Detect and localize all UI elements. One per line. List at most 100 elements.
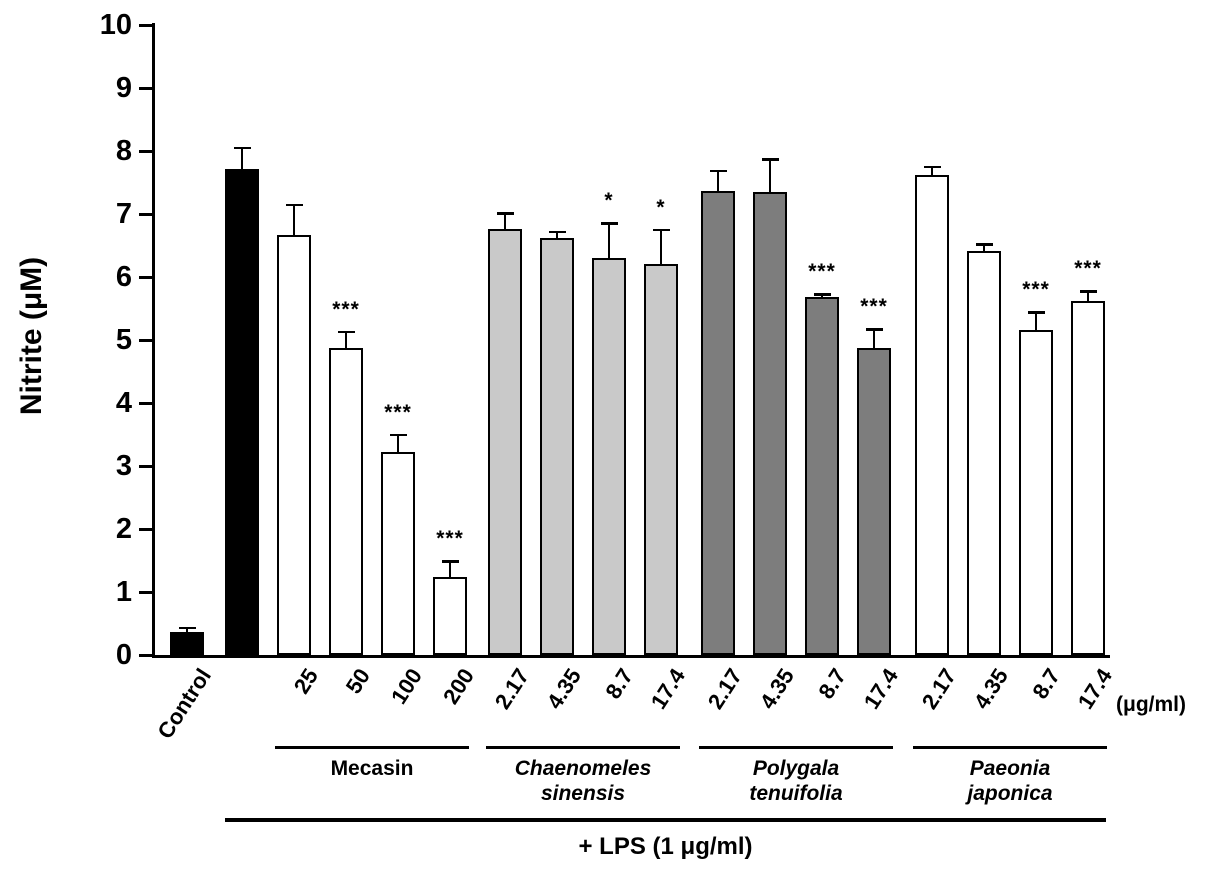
bar-2-17: [488, 229, 522, 655]
significance-stars: ***: [808, 260, 836, 283]
bar-4-35: [967, 251, 1001, 655]
y-axis-title: Nitrite (μM): [15, 256, 48, 416]
error-bar-cap: [441, 560, 459, 563]
error-bar-cap: [337, 330, 355, 334]
error-bar: [448, 561, 452, 580]
lps-bracket-line: [225, 818, 1106, 822]
y-axis-tick: [139, 338, 153, 342]
error-bar: [396, 434, 400, 456]
error-bar: [659, 229, 663, 268]
y-axis-tick-label: 1: [115, 576, 132, 608]
bar-17-4: [857, 348, 891, 655]
lps-bracket-label: + LPS (1 μg/ml): [578, 833, 753, 860]
group-label: Polygala tenuifolia: [699, 756, 893, 806]
significance-stars: ***: [384, 400, 412, 424]
error-bar: [292, 204, 296, 238]
x-unit-label: (μg/ml): [1116, 693, 1187, 716]
y-axis-tick-label: 9: [115, 72, 132, 104]
error-bar-cap: [813, 293, 831, 296]
error-bar-cap: [600, 222, 618, 225]
error-bar-cap: [389, 433, 407, 436]
group-label: Mecasin: [275, 756, 469, 781]
error-bar: [1086, 291, 1090, 304]
error-bar: [607, 223, 611, 262]
x-axis-line: [152, 655, 1110, 658]
error-bar-cap: [709, 169, 727, 173]
error-bar-cap: [1079, 290, 1097, 293]
bar-lps-only: [225, 168, 259, 655]
significance-stars: ***: [332, 297, 360, 321]
bar-2-17: [701, 190, 735, 655]
bar-2-17: [915, 174, 949, 655]
significance-stars: *: [656, 195, 666, 219]
significance-stars: ***: [1022, 278, 1050, 302]
error-bar: [185, 627, 189, 635]
bar-4-35: [540, 237, 574, 655]
y-axis-tick: [139, 149, 153, 153]
bar-50: [329, 348, 363, 655]
error-bar-cap: [285, 203, 303, 207]
y-axis-tick: [139, 23, 153, 27]
error-bar-cap: [761, 158, 779, 161]
significance-stars: ***: [860, 295, 888, 319]
group-label: Chaenomeles sinensis: [486, 756, 680, 806]
error-bar-cap: [233, 146, 251, 150]
group-label-line: Paeonia: [969, 757, 1051, 780]
y-axis-line: [152, 23, 155, 658]
error-bar: [982, 244, 986, 255]
y-axis-tick-label: 6: [115, 261, 132, 293]
group-label-line: tenuifolia: [749, 782, 843, 805]
y-axis-tick-label: 0: [115, 639, 132, 671]
group-label: Paeonia japonica: [913, 756, 1107, 806]
group-bracket-line: [275, 746, 469, 749]
group-label-line: japonica: [967, 782, 1053, 805]
group-bracket-line: [913, 746, 1107, 749]
bar-Control: [170, 631, 204, 655]
error-bar: [555, 231, 559, 241]
error-bar: [768, 159, 772, 195]
bar-200: [433, 576, 467, 655]
group-bracket-line: [486, 746, 680, 749]
error-bar-cap: [548, 230, 566, 234]
y-axis-tick: [139, 590, 153, 594]
error-bar-cap: [496, 212, 514, 215]
y-axis-tick-label: 3: [115, 450, 132, 482]
error-bar: [716, 170, 720, 194]
y-axis-tick: [139, 401, 153, 405]
bar-8-7: [592, 258, 626, 655]
group-bracket-line: [699, 746, 893, 749]
group-label-line: sinensis: [540, 782, 626, 805]
y-axis-tick-label: 7: [115, 198, 132, 230]
bar-25: [277, 234, 311, 655]
bar-4-35: [753, 191, 787, 655]
y-axis-tick: [139, 275, 153, 279]
y-axis-tick: [139, 212, 153, 216]
y-axis-tick-label: 10: [99, 9, 132, 41]
bar-8-7: [1019, 329, 1053, 655]
group-label-line: Chaenomeles: [514, 757, 652, 780]
group-label-line: Polygala: [752, 757, 840, 780]
significance-stars: ***: [436, 527, 464, 551]
y-axis-tick: [139, 86, 153, 90]
group-label-line: Mecasin: [330, 757, 414, 780]
error-bar-cap: [1027, 311, 1045, 314]
y-axis-tick-label: 8: [115, 135, 132, 167]
error-bar-cap: [865, 328, 883, 331]
error-bar-cap: [923, 165, 941, 169]
error-bar-cap: [652, 228, 670, 232]
error-bar: [1034, 312, 1038, 333]
y-axis-tick-label: 2: [115, 513, 132, 545]
y-axis-tick-label: 5: [115, 324, 132, 356]
error-bar: [344, 331, 348, 352]
error-bar-cap: [975, 243, 993, 246]
error-bar: [503, 213, 507, 233]
error-bar-cap: [178, 626, 196, 630]
error-bar: [240, 147, 244, 172]
bar-17-4: [644, 264, 678, 655]
significance-stars: ***: [1074, 257, 1102, 281]
bar-100: [381, 452, 415, 655]
error-bar: [872, 329, 876, 352]
y-axis-tick: [139, 464, 153, 468]
bar-8-7: [805, 296, 839, 655]
error-bar: [930, 166, 934, 178]
